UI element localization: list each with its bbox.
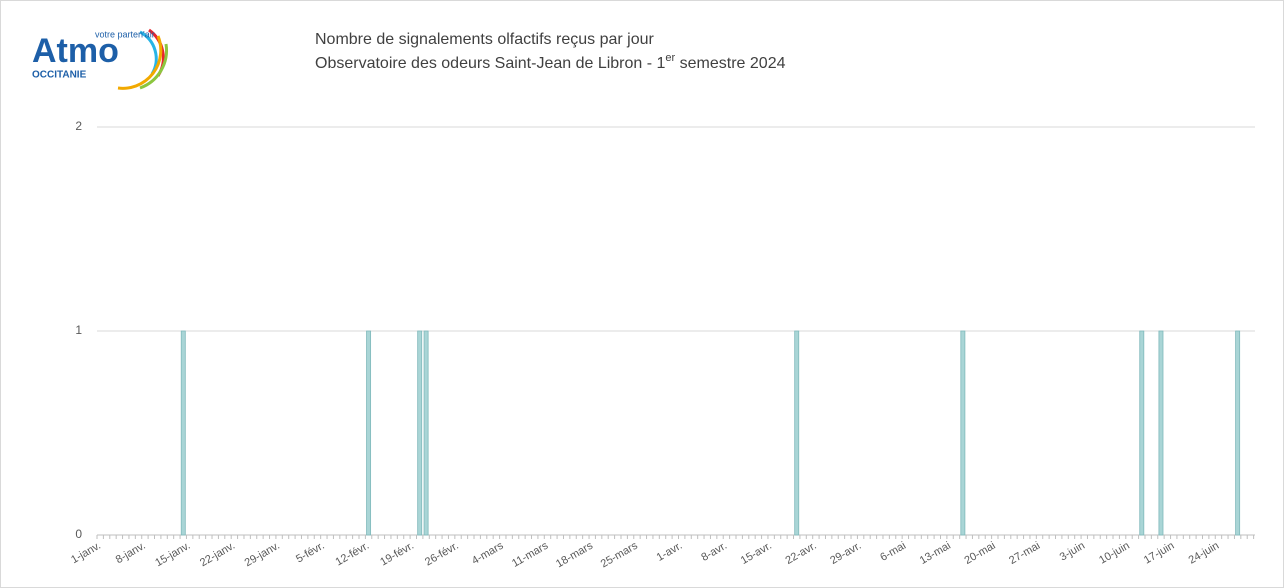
logo: votre parten'air Atmo OCCITANIE bbox=[32, 28, 168, 90]
chart-title: Nombre de signalements olfactifs reçus p… bbox=[315, 31, 654, 48]
logo-arc bbox=[117, 35, 163, 90]
bar bbox=[1158, 330, 1164, 536]
bar bbox=[417, 330, 423, 536]
bar bbox=[960, 330, 966, 536]
bar bbox=[1139, 330, 1145, 536]
logo-name: Atmo bbox=[32, 32, 119, 70]
chart-subtitle: Observatoire des odeurs Saint-Jean de Li… bbox=[315, 52, 786, 72]
y-tick-label: 2 bbox=[75, 119, 82, 133]
bar bbox=[794, 330, 800, 536]
subtitle-sup: er bbox=[665, 52, 675, 64]
bar bbox=[366, 330, 372, 536]
subtitle-part: semestre 2024 bbox=[675, 55, 785, 72]
bar bbox=[1235, 330, 1241, 536]
logo-tagline: votre parten'air bbox=[95, 29, 155, 39]
y-tick-label: 1 bbox=[75, 323, 82, 337]
bar bbox=[423, 330, 429, 536]
bar bbox=[180, 330, 186, 536]
logo-region: OCCITANIE bbox=[32, 70, 87, 81]
subtitle-part: Observatoire des odeurs Saint-Jean de Li… bbox=[315, 55, 666, 72]
y-tick-label: 0 bbox=[75, 527, 82, 541]
logo-arc bbox=[139, 43, 168, 90]
